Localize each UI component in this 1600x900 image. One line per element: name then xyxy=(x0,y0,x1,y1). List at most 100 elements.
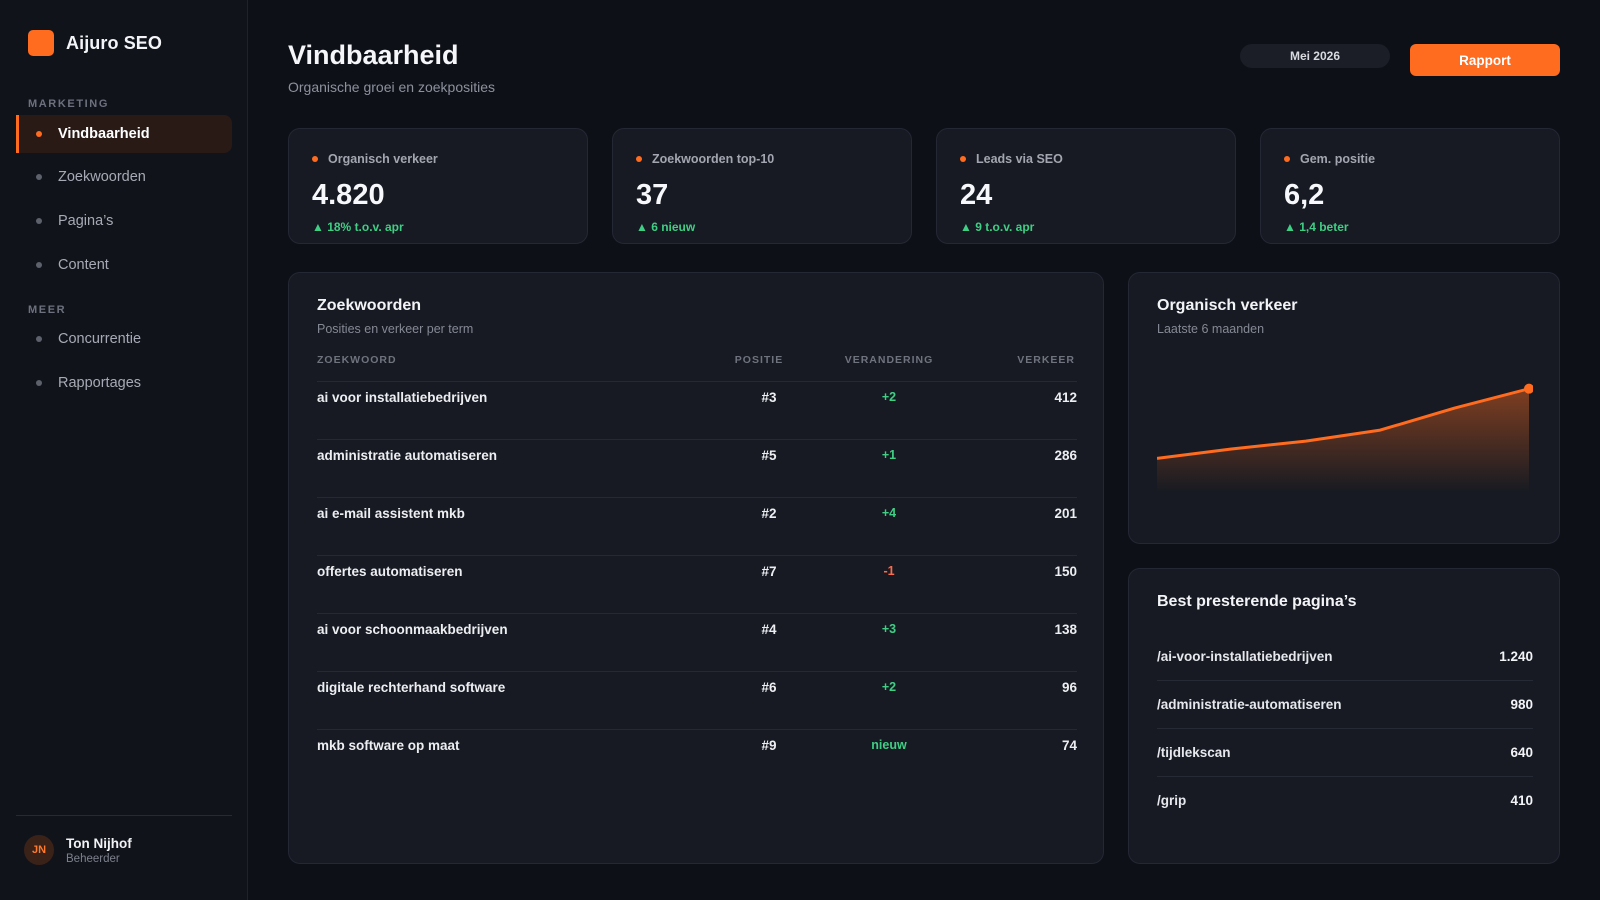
kpi-label: Zoekwoorden top-10 xyxy=(636,152,774,166)
kpi-label-text: Gem. positie xyxy=(1300,152,1376,166)
page-list-item[interactable]: /ai-voor-installatiebedrijven 1.240 xyxy=(1157,633,1533,681)
section-label-meer: MEER xyxy=(28,304,67,316)
traffic-cell: 286 xyxy=(1054,448,1077,463)
kpi-label: Gem. positie xyxy=(1284,152,1375,166)
user-role: Beheerder xyxy=(66,852,120,865)
page-path: /grip xyxy=(1157,793,1187,808)
kpi-card-leads-via-seo: Leads via SEO 24 ▲ 9 t.o.v. apr xyxy=(936,128,1236,244)
kpi-value: 4.820 xyxy=(312,179,385,211)
keyword-cell: mkb software op maat xyxy=(317,738,460,753)
sidebar-item-label: Vindbaarheid xyxy=(58,126,150,142)
period-selector[interactable]: Mei 2026 xyxy=(1240,44,1390,68)
position-cell: #3 xyxy=(761,390,777,405)
kpi-value: 37 xyxy=(636,179,669,211)
kpi-card-organisch-verkeer: Organisch verkeer 4.820 ▲ 18% t.o.v. apr xyxy=(288,128,588,244)
bullet-icon xyxy=(36,380,42,386)
page-list-item[interactable]: /grip 410 xyxy=(1157,777,1533,825)
traffic-latest-point[interactable] xyxy=(1524,383,1533,394)
sidebar-item-paginas[interactable]: Pagina’s xyxy=(16,202,232,240)
kpi-delta: ▲ 18% t.o.v. apr xyxy=(312,220,404,234)
change-cell: +2 xyxy=(881,680,897,694)
user-profile[interactable]: JN Ton Nijhof Beheerder xyxy=(24,835,132,865)
brand-name: Aijuro SEO xyxy=(66,32,163,53)
keywords-subtitle: Posities en verkeer per term xyxy=(317,322,474,336)
chart-subtitle: Laatste 6 maanden xyxy=(1157,322,1265,336)
sidebar-item-rapportages[interactable]: Rapportages xyxy=(16,364,232,402)
page-views: 980 xyxy=(1510,697,1533,712)
traffic-series-line xyxy=(1157,387,1530,460)
bullet-icon xyxy=(960,156,966,162)
kpi-label: Leads via SEO xyxy=(960,152,1063,166)
traffic-area-chart xyxy=(1157,383,1533,493)
kpi-value: 24 xyxy=(960,179,993,211)
avatar: JN xyxy=(24,835,54,865)
column-header-verkeer[interactable]: VERKEER xyxy=(1017,354,1075,366)
traffic-cell: 96 xyxy=(1061,680,1077,695)
page-views: 640 xyxy=(1510,745,1533,760)
user-name: Ton Nijhof xyxy=(66,835,132,851)
keyword-cell: administratie automatiseren xyxy=(317,448,498,463)
position-cell: #9 xyxy=(761,738,777,753)
sidebar-item-label: Rapportages xyxy=(58,375,142,391)
page-views: 410 xyxy=(1510,793,1533,808)
sidebar-item-label: Zoekwoorden xyxy=(58,169,146,185)
bullet-icon xyxy=(36,131,42,137)
kpi-delta: ▲ 9 t.o.v. apr xyxy=(960,220,1035,234)
top-pages-panel: Best presterende pagina’s /ai-voor-insta… xyxy=(1128,568,1560,864)
sidebar-divider xyxy=(16,815,232,816)
keywords-title: Zoekwoorden xyxy=(317,297,422,314)
table-row[interactable]: digitale rechterhand software #6 +2 96 xyxy=(317,671,1077,729)
page-list-item[interactable]: /administratie-automatiseren 980 xyxy=(1157,681,1533,729)
sidebar-item-content[interactable]: Content xyxy=(16,246,232,284)
bullet-icon xyxy=(36,174,42,180)
page-title: Vindbaarheid xyxy=(288,40,459,70)
page-path: /tijdlekscan xyxy=(1157,745,1231,760)
bullet-icon xyxy=(636,156,642,162)
position-cell: #4 xyxy=(761,622,777,637)
page-path: /ai-voor-installatiebedrijven xyxy=(1157,649,1333,664)
sidebar-item-label: Content xyxy=(58,257,109,273)
column-header-positie[interactable]: POSITIE xyxy=(734,354,784,366)
sidebar-item-concurrentie[interactable]: Concurrentie xyxy=(16,320,232,358)
traffic-cell: 74 xyxy=(1061,738,1077,753)
bullet-icon xyxy=(312,156,318,162)
traffic-chart-panel: Organisch verkeer Laatste 6 maanden xyxy=(1128,272,1560,544)
sidebar: Aijuro SEO MARKETING Vindbaarheid Zoekwo… xyxy=(0,0,248,900)
position-cell: #5 xyxy=(761,448,777,463)
sidebar-item-label: Concurrentie xyxy=(58,331,142,347)
kpi-delta: ▲ 1,4 beter xyxy=(1284,220,1349,234)
column-header-verandering[interactable]: VERANDERING xyxy=(844,354,934,366)
sidebar-item-zoekwoorden[interactable]: Zoekwoorden xyxy=(16,158,232,196)
change-cell: -1 xyxy=(883,564,895,578)
change-cell: +4 xyxy=(881,506,897,520)
kpi-label: Organisch verkeer xyxy=(312,152,438,166)
table-row[interactable]: mkb software op maat #9 nieuw 74 xyxy=(317,729,1077,787)
report-button[interactable]: Rapport xyxy=(1410,44,1560,76)
kpi-value: 6,2 xyxy=(1284,179,1325,211)
traffic-cell: 150 xyxy=(1054,564,1077,579)
keyword-cell: ai voor schoonmaakbedrijven xyxy=(317,622,508,637)
sidebar-item-label: Pagina’s xyxy=(58,213,114,229)
section-label-marketing: MARKETING xyxy=(28,98,110,110)
kpi-label-text: Zoekwoorden top-10 xyxy=(652,152,775,166)
kpi-card-gem-positie: Gem. positie 6,2 ▲ 1,4 beter xyxy=(1260,128,1560,244)
table-row[interactable]: ai voor installatiebedrijven #3 +2 412 xyxy=(317,381,1077,439)
change-cell: +1 xyxy=(881,448,897,462)
page-subtitle: Organische groei en zoekposities xyxy=(288,79,496,95)
traffic-cell: 412 xyxy=(1054,390,1077,405)
table-row[interactable]: ai e-mail assistent mkb #2 +4 201 xyxy=(317,497,1077,555)
bullet-icon xyxy=(1284,156,1290,162)
bullet-icon xyxy=(36,262,42,268)
change-cell: +2 xyxy=(881,390,897,404)
table-row[interactable]: administratie automatiseren #5 +1 286 xyxy=(317,439,1077,497)
sidebar-item-vindbaarheid[interactable]: Vindbaarheid xyxy=(16,115,232,153)
brand-logo-icon xyxy=(28,30,54,56)
table-row[interactable]: ai voor schoonmaakbedrijven #4 +3 138 xyxy=(317,613,1077,671)
keyword-cell: ai e-mail assistent mkb xyxy=(317,506,465,521)
page-views: 1.240 xyxy=(1499,649,1533,664)
table-row[interactable]: offertes automatiseren #7 -1 150 xyxy=(317,555,1077,613)
change-cell: nieuw xyxy=(871,738,907,752)
brand[interactable]: Aijuro SEO xyxy=(28,30,162,56)
column-header-zoekwoord[interactable]: ZOEKWOORD xyxy=(317,354,397,366)
page-list-item[interactable]: /tijdlekscan 640 xyxy=(1157,729,1533,777)
